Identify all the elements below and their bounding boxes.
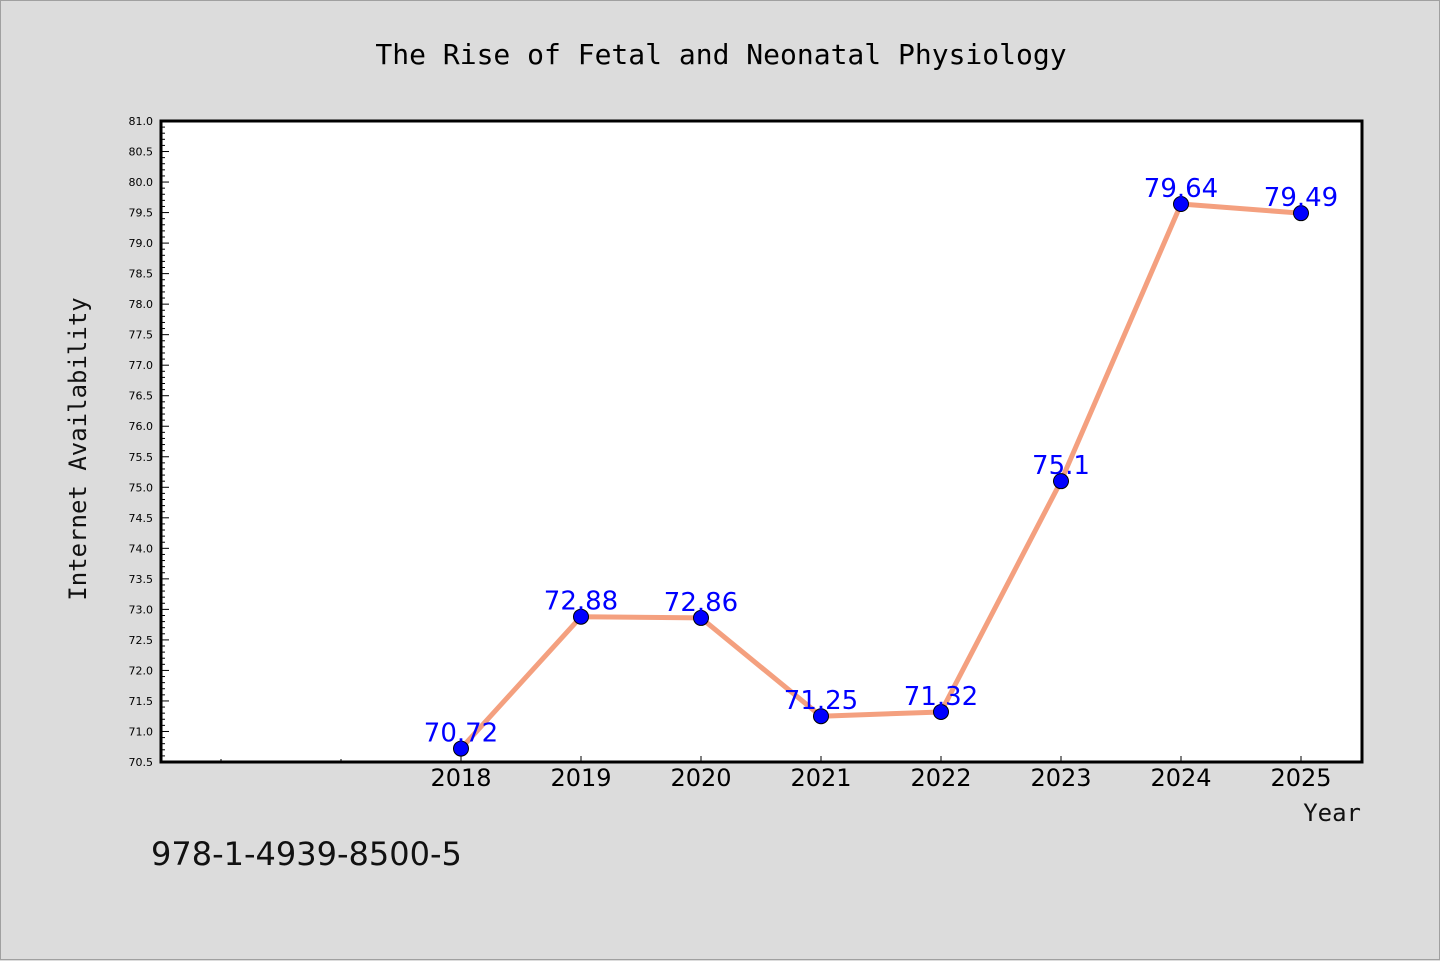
data-label: 72.88: [544, 587, 618, 617]
y-tick-label: 76.5: [129, 390, 154, 403]
data-label: 70.72: [424, 719, 498, 749]
data-point: [453, 740, 469, 757]
y-tick-label: 74.0: [129, 542, 154, 555]
y-tick-label: 78.0: [129, 298, 154, 311]
x-tick-label: 2020: [670, 764, 731, 792]
y-tick-label: 74.5: [129, 512, 154, 525]
y-tick-label: 71.5: [129, 695, 154, 708]
data-point: [933, 703, 949, 720]
y-tick-label: 77.5: [129, 329, 154, 342]
x-axis: 2018 2019 2020 2021 2022 2023 2024 2025: [220, 756, 1332, 792]
data-label: 71.32: [904, 682, 978, 712]
y-tick-label: 81.0: [129, 115, 154, 128]
data-label: 75.1: [1032, 451, 1090, 481]
x-tick-label: 2018: [430, 764, 491, 792]
x-tick-label: 2023: [1030, 764, 1091, 792]
y-tick-label: 80.0: [129, 176, 154, 189]
series-group: 70.72 72.88 72.86 71.25 71.32 75.1 79.64 79.49: [424, 174, 1338, 757]
isbn-text: 978-1-4939-8500-5: [151, 835, 462, 873]
data-point: [1053, 473, 1069, 490]
plot-area: [159, 119, 1364, 764]
y-tick-label: 75.0: [129, 481, 154, 494]
x-tick-label: 2025: [1270, 764, 1331, 792]
y-axis-label: Internet Availability: [64, 297, 92, 600]
y-tick-label: 79.5: [129, 207, 154, 220]
data-label: 72.86: [664, 588, 738, 618]
data-point: [1173, 196, 1189, 213]
y-tick-label: 73.5: [129, 573, 154, 586]
chart-title: The Rise of Fetal and Neonatal Physiolog…: [375, 38, 1066, 71]
data-point: [813, 708, 829, 725]
data-point: [573, 608, 589, 625]
y-tick-label: 70.5: [129, 756, 154, 769]
y-tick-label: 72.0: [129, 664, 154, 677]
data-point: [693, 609, 709, 626]
x-tick-label: 2022: [910, 764, 971, 792]
data-point: [1293, 205, 1309, 222]
x-axis-label: Year: [1303, 799, 1361, 827]
y-tick-label: 71.0: [129, 725, 154, 738]
y-axis: 70.5 71.0 71.5 72.0 72.5 73.0 73.5 74.0 74.5 75.0…: [129, 115, 169, 769]
data-label: 79.49: [1264, 183, 1338, 213]
y-tick-label: 75.5: [129, 451, 154, 464]
series-line: [458, 201, 1304, 752]
data-label: 79.64: [1144, 174, 1218, 204]
y-tick-label: 78.5: [129, 268, 154, 281]
y-tick-label: 73.0: [129, 603, 154, 616]
y-tick-label: 79.0: [129, 237, 154, 250]
data-label: 71.25: [784, 686, 858, 716]
y-tick-label: 76.0: [129, 420, 154, 433]
y-tick-label: 77.0: [129, 359, 154, 372]
y-tick-label: 80.5: [129, 146, 154, 159]
x-tick-label: 2021: [790, 764, 851, 792]
x-tick-label: 2019: [550, 764, 611, 792]
x-tick-label: 2024: [1150, 764, 1211, 792]
y-tick-label: 72.5: [129, 634, 154, 647]
